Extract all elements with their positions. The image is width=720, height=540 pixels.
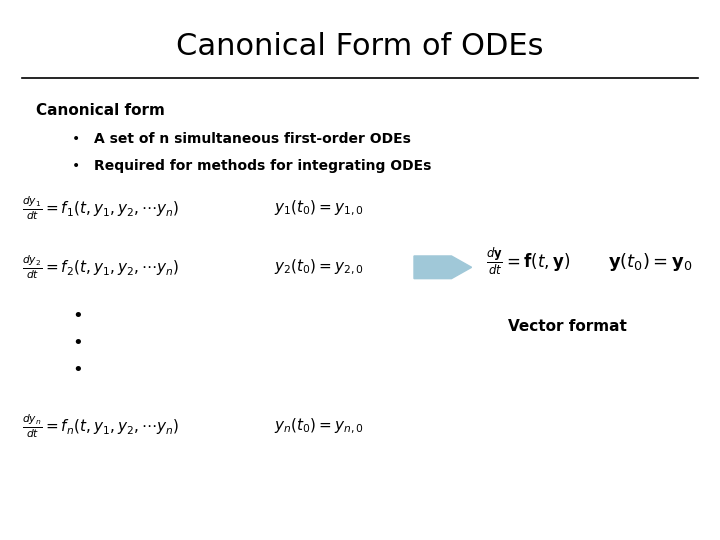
Text: •: •	[72, 159, 80, 173]
Text: $\mathbf{y}(t_0) = \mathbf{y}_0$: $\mathbf{y}(t_0) = \mathbf{y}_0$	[608, 251, 693, 273]
Text: $\frac{dy_2}{dt} = f_2(t, y_1, y_2, \cdots y_n)$: $\frac{dy_2}{dt} = f_2(t, y_1, y_2, \cdo…	[22, 253, 179, 281]
Text: $y_n(t_0) = y_{n,0}$: $y_n(t_0) = y_{n,0}$	[274, 417, 364, 436]
Text: $y_1(t_0) = y_{1,0}$: $y_1(t_0) = y_{1,0}$	[274, 198, 364, 218]
Text: A set of n simultaneous first-order ODEs: A set of n simultaneous first-order ODEs	[94, 132, 410, 146]
Text: $y_2(t_0) = y_{2,0}$: $y_2(t_0) = y_{2,0}$	[274, 258, 364, 277]
Text: •: •	[72, 132, 80, 146]
Text: $\frac{d\mathbf{y}}{dt} = \mathbf{f}(t, \mathbf{y})$: $\frac{d\mathbf{y}}{dt} = \mathbf{f}(t, …	[486, 246, 570, 278]
Text: •: •	[72, 334, 83, 352]
Text: $\frac{dy_1}{dt} = f_1(t, y_1, y_2, \cdots y_n)$: $\frac{dy_1}{dt} = f_1(t, y_1, y_2, \cdo…	[22, 194, 179, 222]
FancyArrow shape	[414, 256, 472, 279]
Text: Canonical Form of ODEs: Canonical Form of ODEs	[176, 32, 544, 62]
Text: Canonical form: Canonical form	[36, 103, 165, 118]
Text: Vector format: Vector format	[508, 319, 626, 334]
Text: •: •	[72, 361, 83, 379]
Text: $\frac{dy_n}{dt} = f_n(t, y_1, y_2, \cdots y_n)$: $\frac{dy_n}{dt} = f_n(t, y_1, y_2, \cdo…	[22, 413, 179, 441]
Text: Required for methods for integrating ODEs: Required for methods for integrating ODE…	[94, 159, 431, 173]
Text: •: •	[72, 307, 83, 325]
